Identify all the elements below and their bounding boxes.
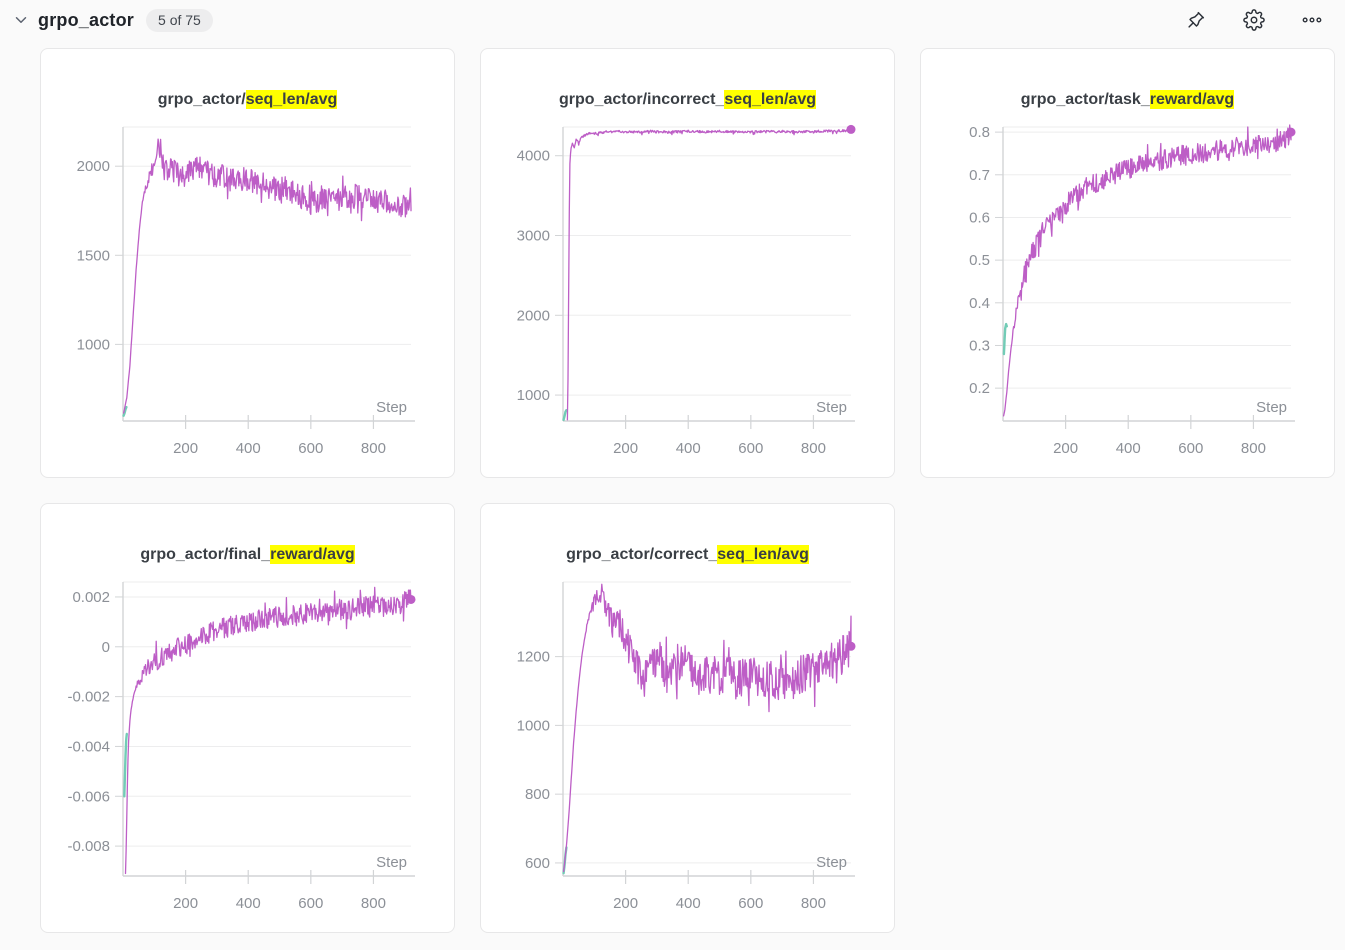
chart-title: grpo_actor/correct_seq_len/avg: [566, 545, 809, 564]
chart-canvas[interactable]: 600 800 1000 1200 200 400 600 800 Step: [481, 576, 896, 926]
chart-title: grpo_actor/task_reward/avg: [1020, 90, 1235, 109]
svg-text:0.4: 0.4: [969, 295, 990, 312]
svg-text:-0.006: -0.006: [67, 788, 110, 805]
svg-text:400: 400: [676, 895, 701, 912]
svg-text:0.3: 0.3: [969, 337, 990, 354]
chart-canvas[interactable]: 1000 2000 3000 4000 200 400 600 800 Step: [481, 121, 896, 471]
chart-title: grpo_actor/seq_len/avg: [157, 90, 338, 109]
svg-text:200: 200: [613, 440, 638, 457]
section-title: grpo_actor: [38, 9, 135, 30]
svg-text:Step: Step: [816, 399, 847, 416]
svg-text:0.002: 0.002: [72, 589, 110, 606]
svg-text:Step: Step: [1256, 399, 1287, 416]
svg-text:0.5: 0.5: [969, 252, 990, 269]
chart-canvas[interactable]: 0.2 0.3 0.4 0.5 0.6 0.7 0.8 200 400 600 800 Step: [921, 121, 1336, 471]
svg-text:600: 600: [298, 440, 323, 457]
search-highlight: reward/avg: [1149, 90, 1235, 109]
chart-panel[interactable]: grpo_actor/final_reward/avg 0.002 0 -0.002…: [40, 503, 455, 933]
svg-text:600: 600: [738, 895, 763, 912]
svg-text:400: 400: [236, 895, 261, 912]
chart-title: grpo_actor/final_reward/avg: [140, 545, 355, 564]
gear-icon[interactable]: [1239, 5, 1269, 35]
svg-text:3000: 3000: [517, 228, 550, 245]
panel-count-badge: 5 of 75: [146, 8, 213, 32]
svg-text:1200: 1200: [517, 649, 550, 666]
svg-text:400: 400: [1116, 440, 1141, 457]
svg-text:200: 200: [173, 440, 198, 457]
pin-icon[interactable]: [1181, 5, 1211, 35]
svg-text:1000: 1000: [77, 336, 110, 353]
svg-text:400: 400: [676, 440, 701, 457]
chart-panel[interactable]: grpo_actor/incorrect_seq_len/avg 1000 200…: [480, 48, 895, 478]
svg-text:600: 600: [525, 855, 550, 872]
chart-canvas[interactable]: 1000 1500 2000 200 400 600 800 Step: [41, 121, 456, 471]
svg-text:2000: 2000: [517, 307, 550, 324]
svg-text:800: 800: [525, 786, 550, 803]
svg-text:400: 400: [236, 440, 261, 457]
svg-text:200: 200: [613, 895, 638, 912]
search-highlight: seq_len/avg: [724, 90, 816, 109]
svg-text:0.7: 0.7: [969, 167, 990, 184]
svg-text:800: 800: [1241, 440, 1266, 457]
svg-text:800: 800: [361, 895, 386, 912]
svg-text:1500: 1500: [77, 247, 110, 264]
svg-text:800: 800: [801, 895, 826, 912]
svg-text:600: 600: [298, 895, 323, 912]
svg-text:-0.004: -0.004: [67, 738, 110, 755]
svg-text:1000: 1000: [517, 387, 550, 404]
svg-text:-0.002: -0.002: [67, 689, 110, 706]
svg-text:200: 200: [173, 895, 198, 912]
svg-text:600: 600: [738, 440, 763, 457]
svg-text:4000: 4000: [517, 148, 550, 165]
svg-text:Step: Step: [816, 854, 847, 871]
chart-panel-grid: grpo_actor/seq_len/avg 1000 1500 2000 200 40…: [40, 48, 1340, 933]
svg-text:2000: 2000: [77, 158, 110, 175]
svg-text:Step: Step: [376, 399, 407, 416]
ellipsis-icon[interactable]: [1297, 5, 1327, 35]
chart-panel[interactable]: grpo_actor/task_reward/avg 0.2 0.3 0.4 0.5 0…: [920, 48, 1335, 478]
search-highlight: seq_len/avg: [245, 90, 338, 109]
svg-text:800: 800: [801, 440, 826, 457]
chart-title: grpo_actor/incorrect_seq_len/avg: [559, 90, 816, 109]
svg-text:0.8: 0.8: [969, 124, 990, 141]
chart-panel[interactable]: grpo_actor/correct_seq_len/avg 600 800 100…: [480, 503, 895, 933]
svg-text:-0.008: -0.008: [67, 838, 110, 855]
svg-text:0: 0: [102, 639, 110, 656]
chart-canvas[interactable]: 0.002 0 -0.002 -0.004 -0.006 -0.008 200 400 600 8…: [41, 576, 456, 926]
svg-text:200: 200: [1053, 440, 1078, 457]
svg-text:0.6: 0.6: [969, 209, 990, 226]
chart-panel[interactable]: grpo_actor/seq_len/avg 1000 1500 2000 200 40…: [40, 48, 455, 478]
svg-text:1000: 1000: [517, 717, 550, 734]
chevron-down-icon[interactable]: [10, 9, 32, 31]
panel-section-header: grpo_actor 5 of 75: [0, 0, 1345, 38]
svg-text:0.2: 0.2: [969, 380, 990, 397]
search-highlight: reward/avg: [270, 545, 355, 564]
svg-text:800: 800: [361, 440, 386, 457]
svg-text:Step: Step: [376, 854, 407, 871]
search-highlight: seq_len/avg: [717, 545, 809, 564]
svg-text:600: 600: [1178, 440, 1203, 457]
